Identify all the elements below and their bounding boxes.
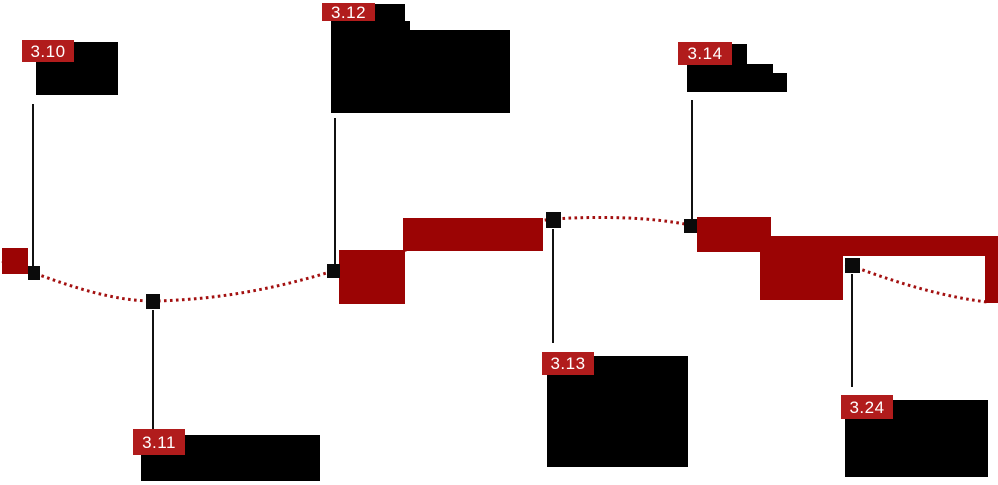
callout-label-311: 3.11 (133, 429, 185, 455)
red-redaction-block (760, 255, 843, 300)
red-redaction-block (697, 217, 771, 252)
black-redaction-block-314 (687, 64, 773, 92)
curve-marker-314 (684, 219, 697, 233)
black-redaction-block-312 (405, 30, 510, 113)
black-redaction-block-313 (594, 356, 688, 375)
callout-label-324: 3.24 (841, 395, 893, 419)
red-redaction-block (2, 248, 28, 274)
black-redaction-block-311 (141, 455, 320, 481)
callout-label-312-text: 3.12 (330, 2, 367, 22)
black-redaction-block-310 (74, 42, 118, 62)
black-redaction-block-313 (547, 375, 688, 467)
curve-marker-324 (845, 258, 860, 273)
callout-line-312 (334, 118, 336, 265)
callout-label-312: 3.12 (322, 3, 375, 21)
red-redaction-block (985, 236, 998, 303)
callout-line-313 (552, 229, 554, 343)
red-redaction-block (403, 218, 543, 251)
curve-marker-313 (546, 212, 561, 228)
callout-label-313-text: 3.13 (550, 354, 586, 373)
black-redaction-block-324 (845, 419, 988, 477)
curve-marker-311 (146, 294, 160, 309)
callout-label-311-text: 3.11 (142, 432, 176, 452)
red-redaction-block (760, 236, 998, 256)
black-redaction-block-314 (732, 44, 747, 64)
curve-marker-310 (28, 266, 40, 280)
callout-label-310: 3.10 (22, 40, 74, 62)
callout-label-324-text: 3.24 (849, 397, 885, 417)
callout-label-310-text: 3.10 (30, 41, 66, 61)
callout-line-310 (32, 104, 34, 267)
callout-line-314 (691, 100, 693, 220)
red-redaction-block (339, 250, 405, 304)
callout-line-324 (851, 274, 853, 387)
callout-label-314-text: 3.14 (687, 44, 723, 63)
curve-marker-312 (327, 264, 340, 278)
callout-label-313: 3.13 (542, 352, 594, 375)
callout-label-314: 3.14 (678, 42, 732, 65)
black-redaction-block-311 (185, 435, 320, 455)
black-redaction-block-312 (331, 21, 410, 113)
black-redaction-block-324 (893, 400, 988, 419)
black-redaction-block-314 (773, 73, 787, 92)
callout-line-311 (152, 310, 154, 429)
black-redaction-block-310 (36, 62, 118, 95)
